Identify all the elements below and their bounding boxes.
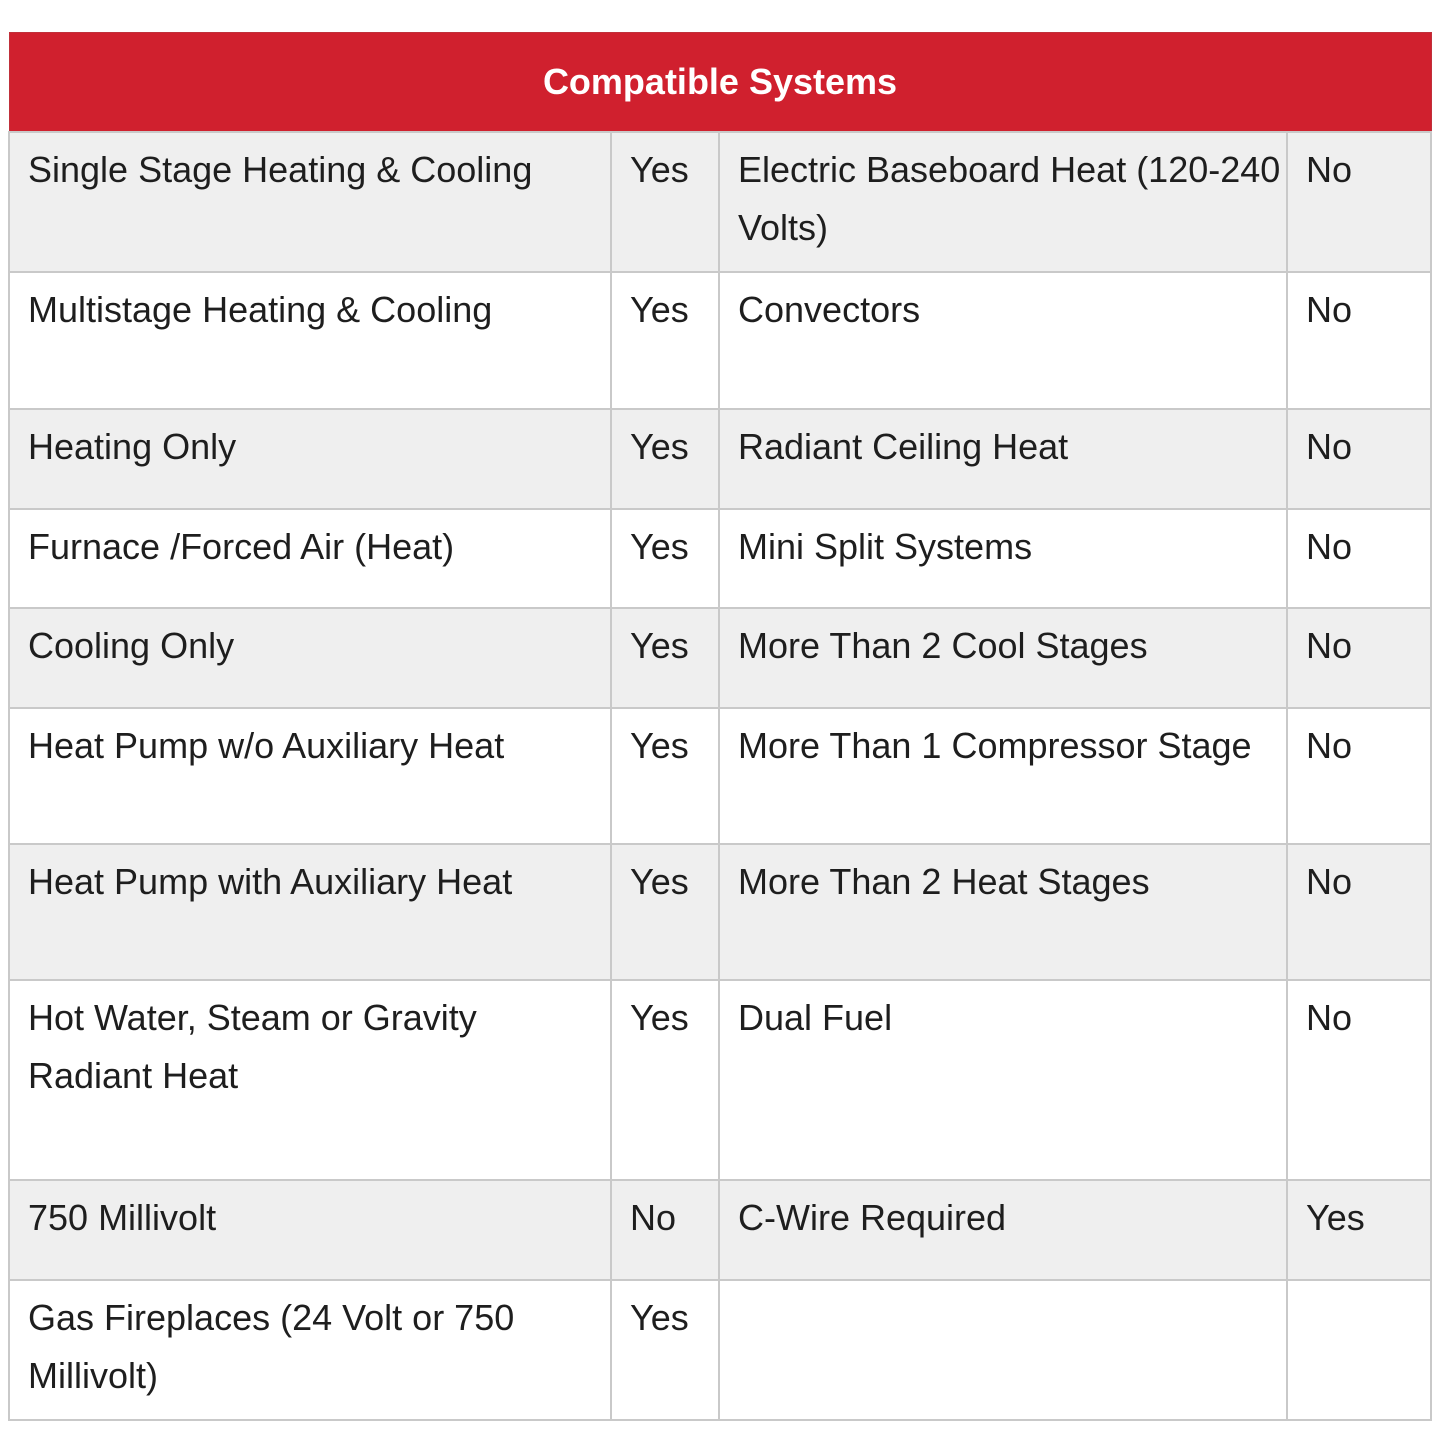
system-name: More Than 2 Heat Stages xyxy=(718,843,1288,981)
compatibility-value xyxy=(1286,1279,1432,1421)
system-name: Furnace /Forced Air (Heat) xyxy=(8,508,612,609)
compatibility-value: No xyxy=(1286,843,1432,981)
compatibility-value: Yes xyxy=(610,843,720,981)
system-name: Multistage Heating & Cooling xyxy=(8,271,612,410)
table-row: Heat Pump with Auxiliary Heat Yes More Tha… xyxy=(8,843,1432,981)
compatibility-value: No xyxy=(1286,979,1432,1181)
system-name xyxy=(718,1279,1288,1421)
system-name: 750 Millivolt xyxy=(8,1179,612,1281)
system-name: Convectors xyxy=(718,271,1288,410)
compatibility-value: No xyxy=(1286,408,1432,510)
system-name: Cooling Only xyxy=(8,607,612,709)
compatibility-value: Yes xyxy=(610,131,720,273)
table-title: Compatible Systems xyxy=(8,32,1432,133)
table-row: Furnace /Forced Air (Heat) Yes Mini Split … xyxy=(8,508,1432,609)
system-name: More Than 1 Compressor Stage xyxy=(718,707,1288,845)
system-name: Hot Water, Steam or Gravity Radiant Heat xyxy=(8,979,612,1181)
table-row: 750 Millivolt No C-Wire Required Yes xyxy=(8,1179,1432,1281)
compatibility-value: No xyxy=(1286,607,1432,709)
system-name: Radiant Ceiling Heat xyxy=(718,408,1288,510)
table-row: Single Stage Heating & Cooling Yes Electri… xyxy=(8,131,1432,273)
system-name: Electric Baseboard Heat (120-240 Volts) xyxy=(718,131,1288,273)
compatibility-value: No xyxy=(1286,131,1432,273)
system-name: Heat Pump with Auxiliary Heat xyxy=(8,843,612,981)
table-row: Heating Only Yes Radiant Ceiling Heat No xyxy=(8,408,1432,510)
system-name: Single Stage Heating & Cooling xyxy=(8,131,612,273)
system-name: Dual Fuel xyxy=(718,979,1288,1181)
system-name: Gas Fireplaces (24 Volt or 750 Millivolt… xyxy=(8,1279,612,1421)
table-row: Cooling Only Yes More Than 2 Cool Stages No xyxy=(8,607,1432,709)
compatibility-value: No xyxy=(1286,508,1432,609)
system-name: Heating Only xyxy=(8,408,612,510)
compatibility-value: Yes xyxy=(610,408,720,510)
compatible-systems-table: Compatible Systems Single Stage Heating … xyxy=(8,32,1432,1421)
compatibility-value: Yes xyxy=(610,271,720,410)
system-name: C-Wire Required xyxy=(718,1179,1288,1281)
table-row: Multistage Heating & Cooling Yes Convector… xyxy=(8,271,1432,410)
compatibility-value: Yes xyxy=(1286,1179,1432,1281)
compatibility-value: Yes xyxy=(610,508,720,609)
compatibility-value: Yes xyxy=(610,607,720,709)
compatibility-value: No xyxy=(610,1179,720,1281)
system-name: Mini Split Systems xyxy=(718,508,1288,609)
compatibility-value: Yes xyxy=(610,707,720,845)
compatibility-value: No xyxy=(1286,707,1432,845)
table-row: Heat Pump w/o Auxiliary Heat Yes More Than… xyxy=(8,707,1432,845)
system-name: More Than 2 Cool Stages xyxy=(718,607,1288,709)
system-name: Heat Pump w/o Auxiliary Heat xyxy=(8,707,612,845)
compatibility-value: No xyxy=(1286,271,1432,410)
table-row: Hot Water, Steam or Gravity Radiant Heat… xyxy=(8,979,1432,1181)
compatibility-value: Yes xyxy=(610,1279,720,1421)
compatibility-value: Yes xyxy=(610,979,720,1181)
table-row: Gas Fireplaces (24 Volt or 750 Millivolt… xyxy=(8,1279,1432,1421)
